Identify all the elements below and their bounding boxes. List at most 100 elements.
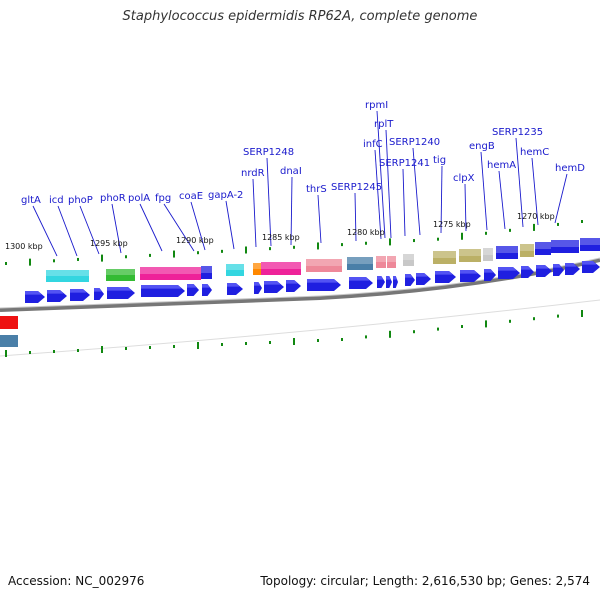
cds-arrow-shine	[307, 279, 338, 283]
leader-line	[79, 205, 100, 255]
feature-left-red	[0, 316, 18, 329]
gene-label: clpX	[453, 173, 475, 184]
tick-mark	[581, 310, 583, 317]
cds-arrow-shine	[498, 267, 517, 271]
tick-mark	[365, 241, 367, 245]
feature-block	[433, 251, 456, 264]
leader-line	[498, 170, 506, 230]
cds-arrow-shine	[94, 288, 102, 292]
tick-mark	[293, 338, 295, 345]
tick-mark	[125, 255, 127, 259]
feature-block	[261, 262, 301, 275]
tick-mark	[413, 239, 415, 243]
cds-arrow-shine	[141, 285, 182, 289]
feature-block-shine	[387, 256, 396, 262]
tick-mark	[269, 341, 271, 344]
gene-label: infC	[363, 139, 383, 150]
feature-block-shine	[376, 256, 386, 262]
tick-mark	[173, 345, 175, 348]
feature-block	[253, 263, 261, 275]
cds-arrow-shine	[393, 276, 397, 280]
cds-arrow-shine	[435, 271, 453, 275]
tick-mark	[413, 330, 415, 334]
cds-arrow-shine	[553, 264, 562, 268]
feature-block-shine	[261, 262, 301, 269]
feature-block-shine	[306, 259, 342, 266]
tick-mark	[149, 346, 151, 349]
tick-mark	[29, 351, 31, 354]
tick-mark	[389, 330, 391, 338]
leader-line	[354, 192, 357, 242]
tick-mark	[221, 343, 223, 346]
gene-label: hemC	[520, 147, 549, 158]
tick-mark	[77, 257, 79, 261]
leader-line	[163, 203, 195, 252]
gene-label: fpg	[155, 193, 171, 204]
feature-block-shine	[106, 269, 135, 275]
leader-line	[266, 157, 272, 247]
map-title: Staphylococcus epidermidis RP62A, comple…	[122, 9, 478, 24]
tick-mark	[461, 325, 463, 328]
kbp-label: 1285 kbp	[262, 233, 300, 242]
cds-arrow-shine	[377, 276, 384, 280]
tick-marks	[5, 220, 583, 357]
gene-label: engB	[469, 141, 495, 152]
feature-block-shine	[403, 254, 414, 260]
tick-mark	[389, 238, 391, 246]
accession-text: Accession: NC_002976	[8, 574, 145, 588]
tick-mark	[197, 251, 199, 255]
tick-mark	[485, 231, 487, 235]
feature-block	[140, 267, 185, 280]
leader-line	[111, 203, 122, 254]
cds-arrow-shine	[349, 277, 370, 281]
cds-arrow-shine	[521, 266, 532, 270]
leader-line	[464, 183, 467, 232]
cds-arrow-shine	[264, 281, 281, 285]
feature-block-shine	[520, 244, 534, 251]
gene-label: phoP	[68, 195, 93, 206]
feature-block-shine	[551, 240, 579, 247]
gene-label: SERP1235	[492, 127, 543, 138]
tick-mark	[533, 223, 535, 231]
feature-track-cds	[25, 261, 600, 303]
cds-arrow-shine	[47, 290, 64, 294]
cds-arrow-shine	[286, 280, 298, 284]
leader-line	[440, 165, 443, 234]
gene-labels: gltA icd phoP phoR polA fpg coaE gapA-2 nrdR SERP…	[21, 100, 585, 206]
tick-mark	[293, 245, 295, 249]
gene-label: gltA	[21, 195, 41, 206]
feature-block	[496, 246, 518, 259]
tick-mark	[365, 335, 367, 339]
label-leaders	[32, 110, 568, 257]
feature-block-shine	[496, 246, 518, 253]
tick-mark	[341, 243, 343, 247]
feature-block	[403, 254, 414, 266]
gene-label: phoR	[100, 193, 126, 204]
feature-track-colored	[46, 238, 600, 282]
tick-mark	[533, 317, 535, 321]
gene-label: SERP1248	[243, 147, 294, 158]
gene-label: rplT	[374, 119, 394, 130]
tick-mark	[125, 347, 127, 350]
gene-label: nrdR	[241, 168, 265, 179]
backbone-highlight	[0, 257, 600, 309]
leader-line	[412, 147, 421, 236]
tick-mark	[5, 350, 7, 357]
cds-arrow-shine	[460, 270, 478, 274]
cds-arrow-shine	[70, 289, 87, 293]
feature-block	[387, 256, 396, 268]
leader-line	[317, 194, 322, 244]
feature-block-shine	[535, 242, 551, 249]
feature-block-shine	[347, 257, 373, 264]
tick-mark	[53, 259, 55, 263]
tick-mark	[485, 320, 487, 328]
kbp-label: 1275 kbp	[433, 220, 471, 229]
leader-line	[290, 176, 293, 246]
tick-mark	[581, 220, 583, 223]
leader-line	[554, 173, 568, 224]
cds-arrow-shine	[187, 284, 197, 288]
cds-arrow-shine	[484, 269, 494, 273]
kbp-label: 1290 kbp	[176, 236, 214, 245]
feature-block-shine	[580, 238, 600, 245]
tick-mark	[269, 247, 271, 251]
